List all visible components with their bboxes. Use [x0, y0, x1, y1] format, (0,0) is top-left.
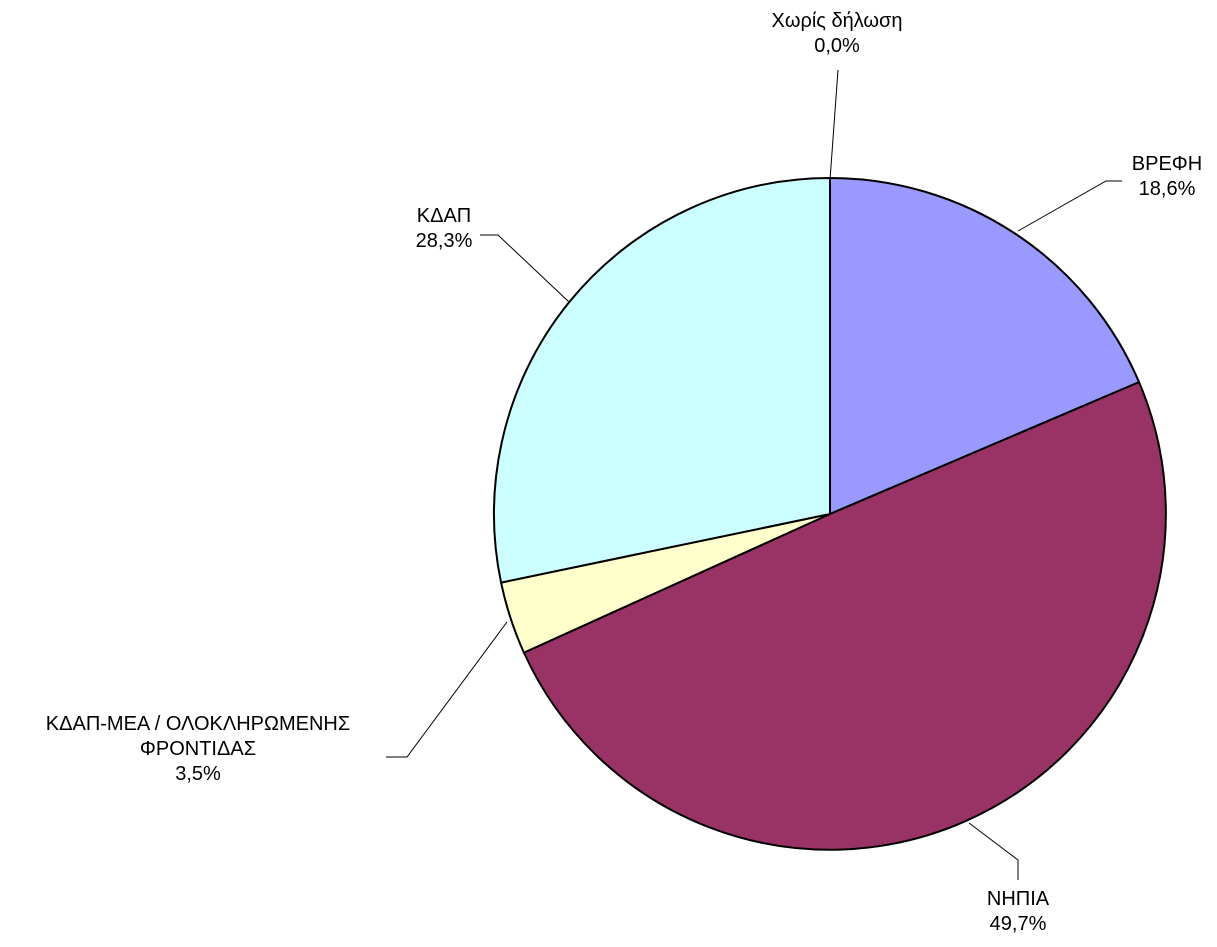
slice-value-label-0: 18,6%	[1139, 178, 1196, 200]
leader-line-4	[830, 70, 838, 180]
slice-name-label-4: Χωρίς δήλωση	[771, 10, 902, 32]
slice-name-label-1: ΝΗΠΙΑ	[987, 888, 1050, 910]
slice-value-label-1: 49,7%	[990, 913, 1047, 935]
slice-name-label-3: ΚΔΑΠ	[417, 205, 471, 227]
slice-name-label-2: ΦΡΟΝΤΙΔΑΣ	[140, 738, 256, 760]
slice-value-label-4: 0,0%	[814, 35, 860, 57]
leader-line-2	[386, 622, 507, 757]
slice-value-label-3: 28,3%	[416, 230, 473, 252]
leader-line-0	[1018, 181, 1122, 231]
slice-label-1: ΝΗΠΙΑ 49,7%	[987, 888, 1050, 935]
slice-label-4: Χωρίς δήλωση 0,0%	[771, 10, 902, 57]
slice-name-label-2: ΚΔΑΠ-ΜΕΑ / ΟΛΟΚΛΗΡΩΜΕΝΗΣ	[46, 713, 350, 735]
slice-label-0: ΒΡΕΦΗ 18,6%	[1132, 153, 1202, 200]
pie-slice-3	[494, 178, 830, 583]
slice-value-label-2: 3,5%	[175, 763, 221, 785]
leader-line-3	[480, 235, 569, 302]
slice-label-2: ΚΔΑΠ-ΜΕΑ / ΟΛΟΚΛΗΡΩΜΕΝΗΣ ΦΡΟΝΤΙΔΑΣ 3,5%	[46, 713, 350, 785]
leader-line-1	[969, 823, 1018, 880]
slice-name-label-0: ΒΡΕΦΗ	[1132, 153, 1202, 175]
pie-slices	[494, 178, 1166, 850]
slice-label-3: ΚΔΑΠ 28,3%	[416, 205, 473, 252]
